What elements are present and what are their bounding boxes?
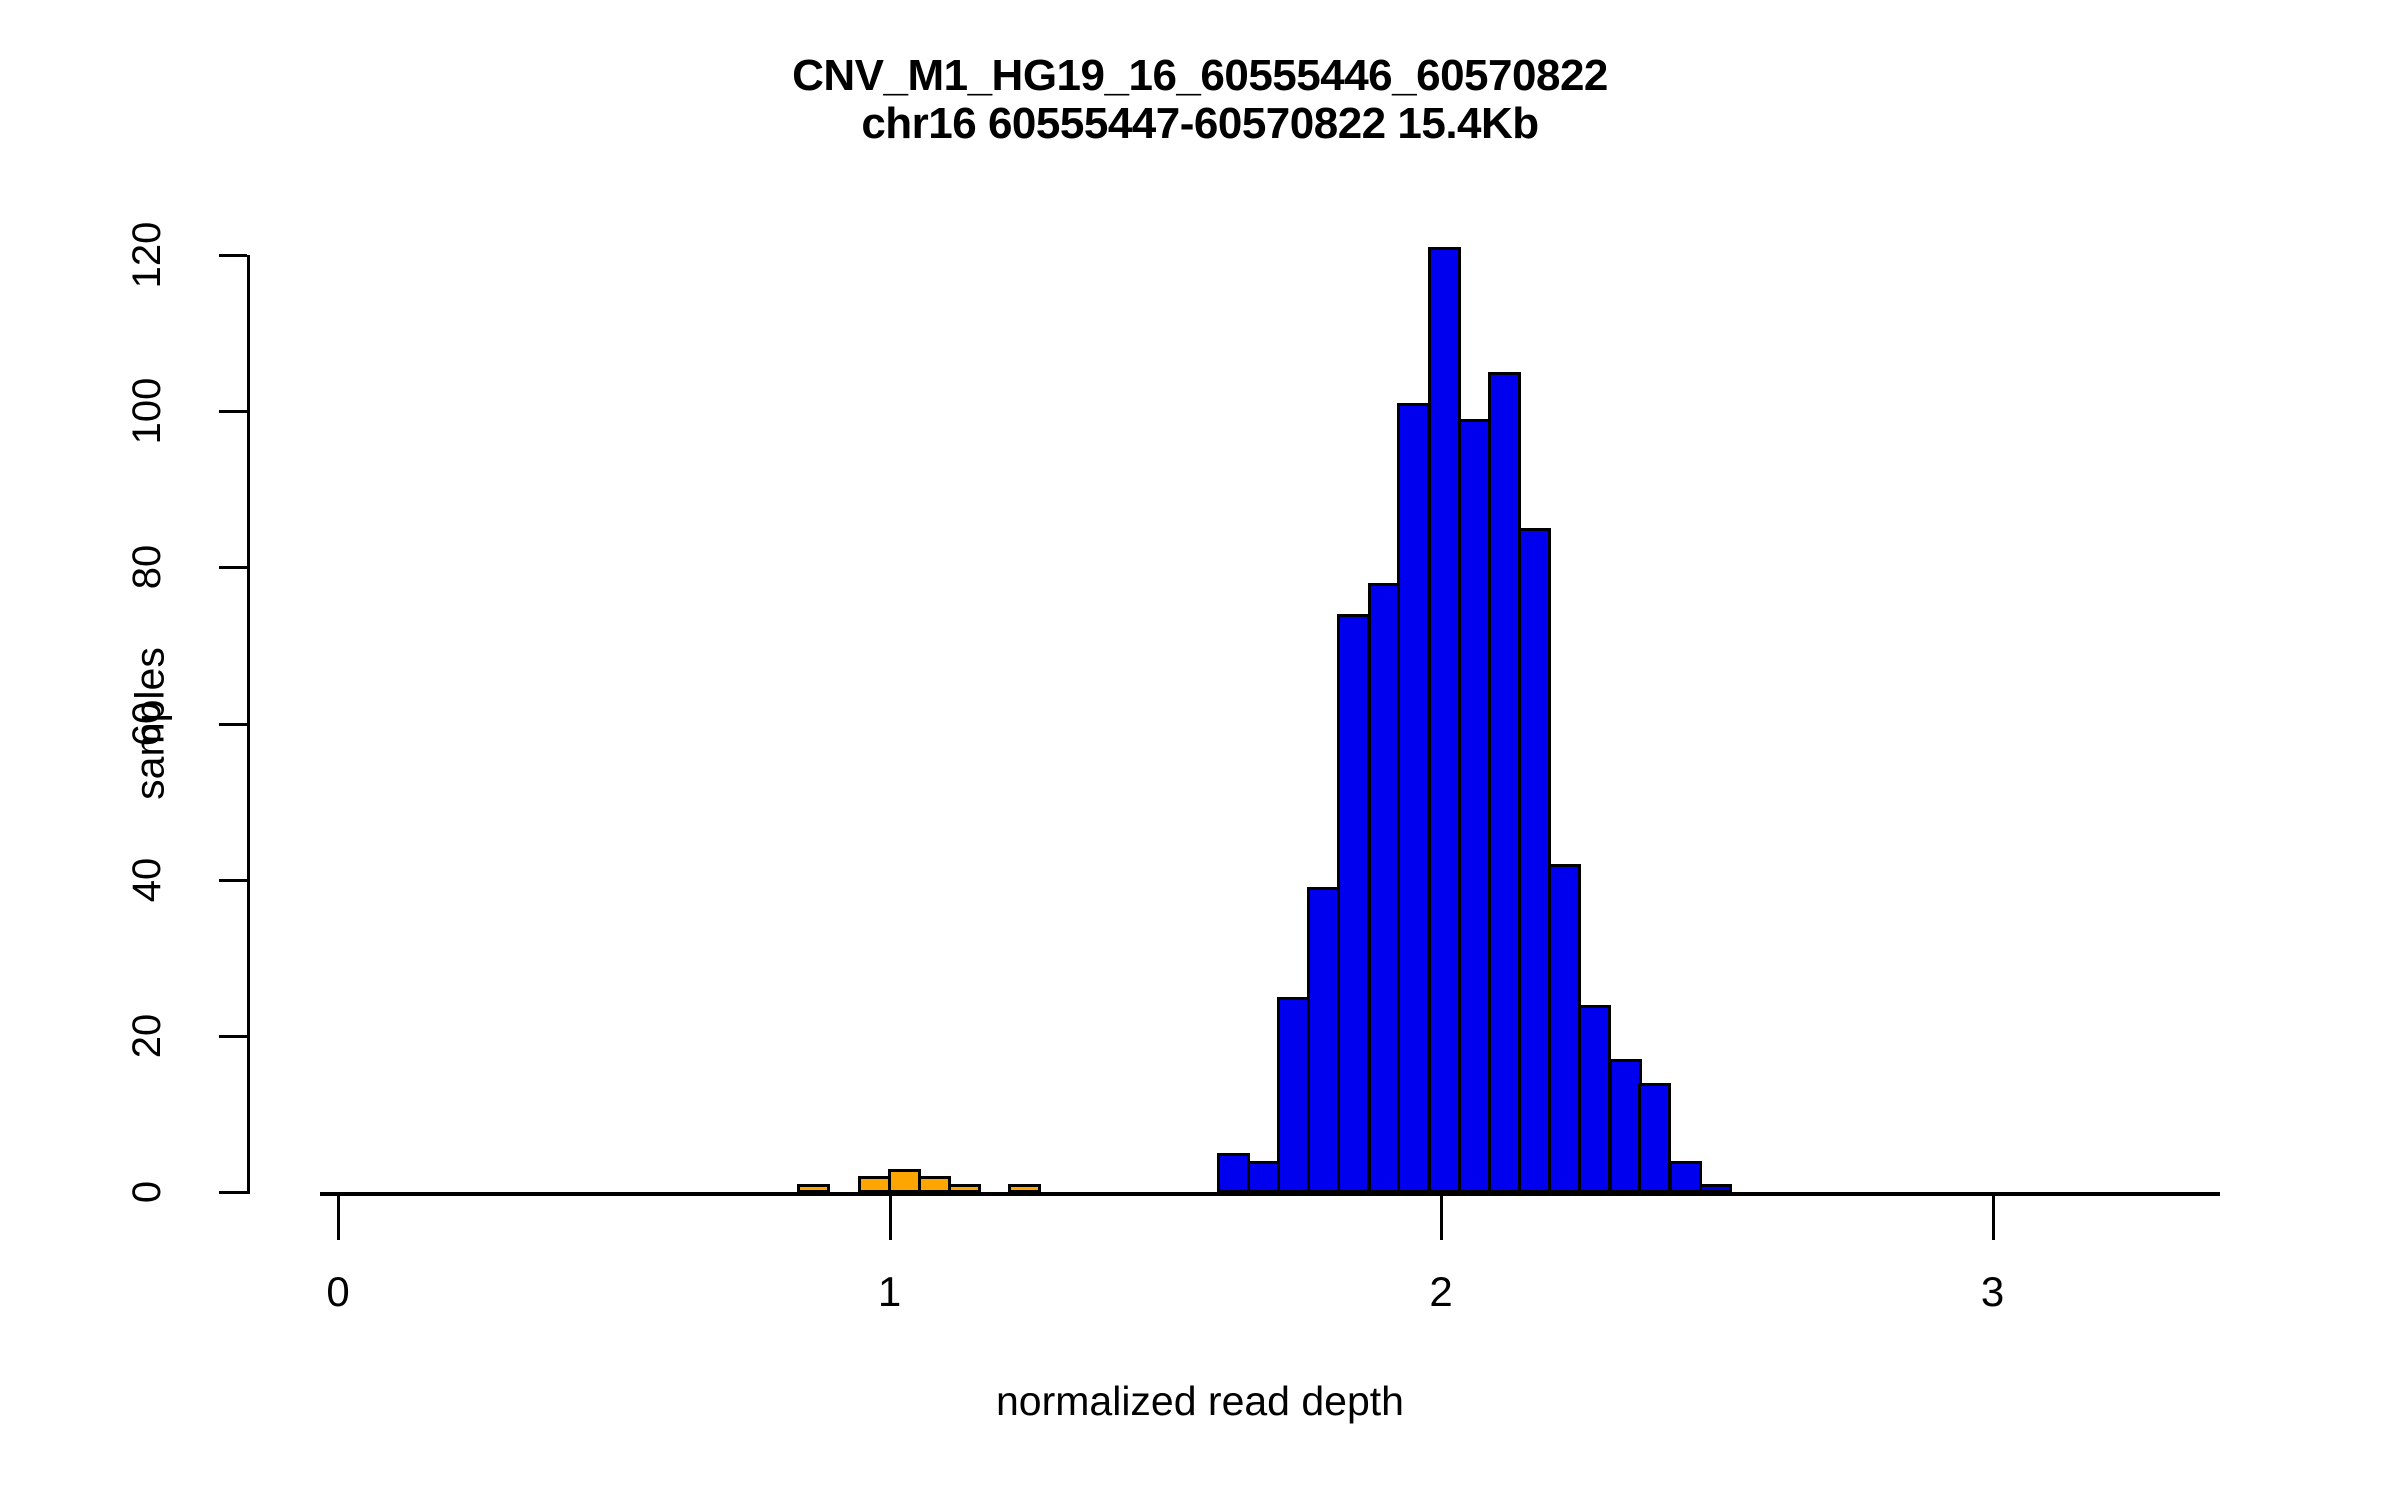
histogram-bar-reference bbox=[1277, 996, 1311, 1193]
histogram-bar-reference bbox=[1458, 418, 1492, 1193]
y-axis-tick bbox=[219, 878, 247, 882]
histogram-bar-reference bbox=[1337, 614, 1371, 1193]
y-axis-tick bbox=[219, 1191, 247, 1194]
y-axis-tick-label: 120 bbox=[125, 221, 169, 289]
chart-title-line-1: CNV_M1_HG19_16_60555446_60570822 bbox=[792, 51, 1608, 100]
chart-title: CNV_M1_HG19_16_60555446_60570822 chr16 6… bbox=[0, 51, 2400, 149]
y-axis-title: samples bbox=[126, 647, 173, 800]
histogram-bar-variant bbox=[797, 1184, 831, 1193]
histogram-bar-reference bbox=[1487, 372, 1521, 1193]
y-axis-tick bbox=[219, 722, 247, 726]
x-axis-tick-label: 3 bbox=[1980, 1268, 2005, 1315]
histogram-bar-reference bbox=[1216, 1152, 1250, 1193]
x-axis-tick bbox=[337, 1196, 340, 1240]
chart-title-line-2: chr16 60555447-60570822 15.4Kb bbox=[861, 99, 1539, 149]
histogram-bar-reference bbox=[1698, 1184, 1732, 1193]
y-axis-tick-label: 0 bbox=[125, 1180, 169, 1204]
y-axis-tick-label: 100 bbox=[125, 377, 169, 445]
y-axis-tick-label: 20 bbox=[125, 1013, 169, 1059]
histogram-bar-reference bbox=[1518, 528, 1552, 1193]
histogram-bar-reference bbox=[1638, 1082, 1672, 1193]
x-axis-tick-label: 1 bbox=[877, 1268, 902, 1315]
x-axis-line bbox=[320, 1192, 2220, 1196]
histogram-bar-variant bbox=[887, 1168, 921, 1193]
histogram-bar-reference bbox=[1427, 247, 1461, 1193]
histogram-bar-reference bbox=[1367, 582, 1401, 1193]
histogram-bar-variant bbox=[857, 1176, 891, 1193]
histogram-bar-reference bbox=[1578, 1004, 1612, 1193]
x-axis-tick-label: 0 bbox=[326, 1268, 350, 1315]
histogram-bar-reference bbox=[1246, 1160, 1280, 1193]
x-axis-tick bbox=[888, 1196, 892, 1240]
histogram-bar-reference bbox=[1397, 403, 1431, 1193]
histogram-bar-reference bbox=[1608, 1059, 1642, 1193]
histogram-bar-reference bbox=[1547, 864, 1582, 1193]
x-axis-tick bbox=[1991, 1196, 1995, 1240]
x-axis-tick bbox=[1440, 1196, 1443, 1240]
y-axis-tick bbox=[219, 566, 247, 570]
y-axis-tick bbox=[219, 254, 247, 257]
histogram-bar-variant bbox=[947, 1184, 981, 1193]
histogram-bar-reference bbox=[1668, 1160, 1702, 1193]
y-axis-line bbox=[247, 255, 250, 1194]
histogram-bar-reference bbox=[1306, 887, 1341, 1193]
histogram-bar-variant bbox=[917, 1176, 951, 1193]
y-axis-tick bbox=[219, 410, 247, 414]
x-axis-title: normalized read depth bbox=[996, 1378, 1404, 1424]
y-axis-tick bbox=[219, 1034, 247, 1038]
x-axis-tick-label: 2 bbox=[1429, 1268, 1453, 1315]
histogram-bar-variant bbox=[1008, 1184, 1042, 1193]
